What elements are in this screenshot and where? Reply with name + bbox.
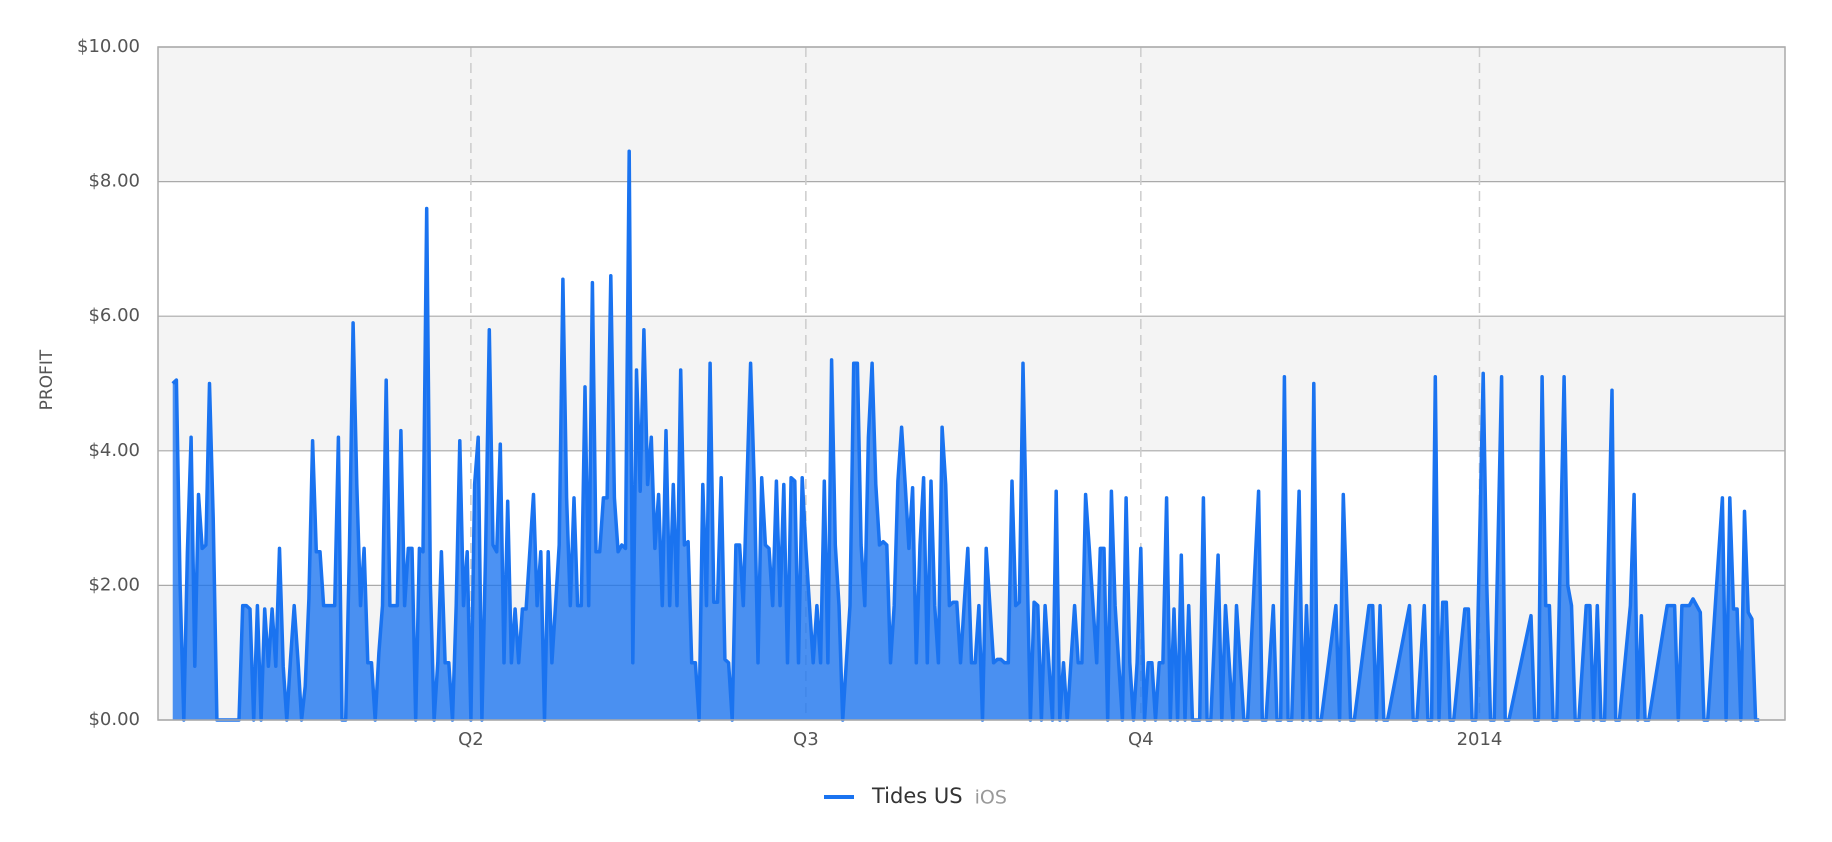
y-tick-label: $8.00 bbox=[88, 171, 140, 192]
plot-frame bbox=[157, 46, 1786, 721]
x-tick-label: Q2 bbox=[458, 729, 484, 750]
area-line bbox=[171, 149, 1760, 722]
x-tick-label: Q3 bbox=[793, 729, 819, 750]
legend-platform: iOS bbox=[975, 787, 1007, 809]
y-tick-label: $0.00 bbox=[88, 709, 140, 730]
legend-label: Tides US bbox=[871, 784, 963, 808]
y-axis-title: PROFIT bbox=[37, 349, 57, 410]
y-tick-label: $10.00 bbox=[77, 36, 140, 57]
plot-band bbox=[158, 47, 1785, 182]
x-tick-label: Q4 bbox=[1128, 729, 1154, 750]
y-tick-label: $6.00 bbox=[88, 305, 140, 326]
legend-item: Tides US iOS bbox=[824, 784, 1007, 809]
y-tick-label: $2.00 bbox=[88, 574, 140, 595]
y-tick-label: $4.00 bbox=[88, 440, 140, 461]
x-tick-label: 2014 bbox=[1457, 729, 1503, 750]
